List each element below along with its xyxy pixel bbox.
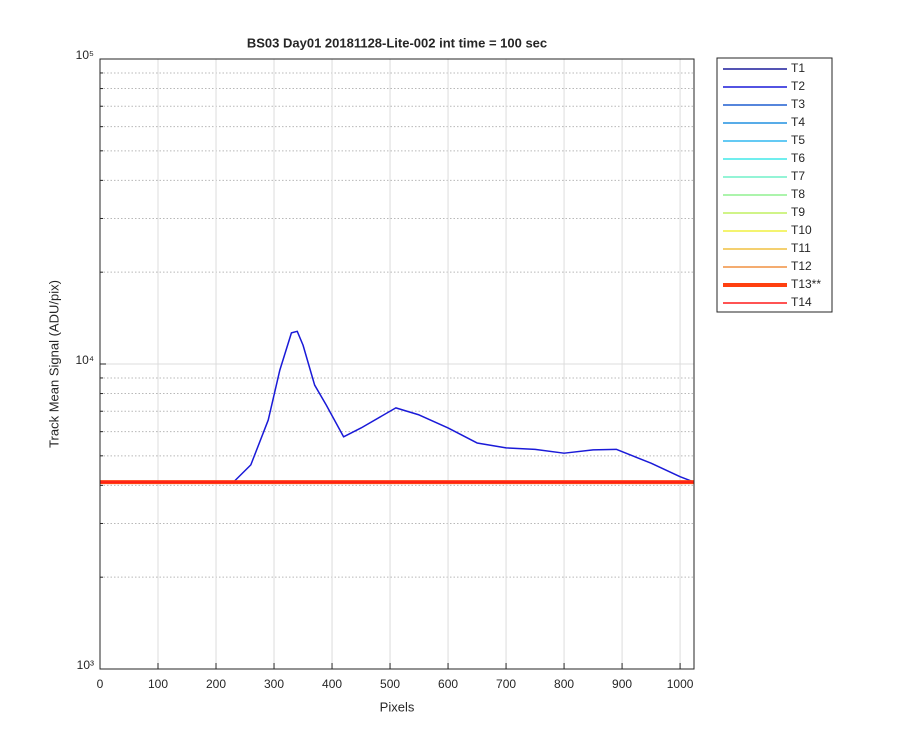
x-tick-label: 500 xyxy=(380,677,400,691)
y-axis-label: Track Mean Signal (ADU/pix) xyxy=(46,280,61,448)
x-tick-label: 200 xyxy=(206,677,226,691)
legend-label: T10 xyxy=(791,223,812,237)
x-tick-label: 400 xyxy=(322,677,342,691)
series-line xyxy=(100,330,695,483)
x-tick-label: 0 xyxy=(97,677,104,691)
legend-label: T12 xyxy=(791,259,812,273)
y-tick-label: 10⁵ xyxy=(76,48,94,62)
x-tick-label: 600 xyxy=(438,677,458,691)
legend-box xyxy=(716,57,833,313)
legend-label: T2 xyxy=(791,79,805,93)
legend-label: T8 xyxy=(791,187,805,201)
x-tick-label: 700 xyxy=(496,677,516,691)
legend-label: T1 xyxy=(791,61,805,75)
legend-label: T3 xyxy=(791,97,805,111)
legend-label: T6 xyxy=(791,151,805,165)
x-tick-label: 900 xyxy=(612,677,632,691)
legend-label: T13** xyxy=(791,277,821,291)
legend-label: T14 xyxy=(791,295,812,309)
x-tick-label: 800 xyxy=(554,677,574,691)
legend-label: T9 xyxy=(791,205,805,219)
y-tick-label: 10⁴ xyxy=(75,353,94,367)
x-tick-label: 1000 xyxy=(667,677,694,691)
legend-label: T5 xyxy=(791,133,805,147)
chart-title: BS03 Day01 20181128-Lite-002 int time = … xyxy=(247,35,547,50)
x-tick-label: 300 xyxy=(264,677,284,691)
legend-label: T7 xyxy=(791,169,805,183)
legend-label: T11 xyxy=(791,241,811,255)
plot-frame xyxy=(99,58,695,670)
x-tick-label: 100 xyxy=(148,677,168,691)
y-tick-label: 10³ xyxy=(77,658,94,672)
x-axis-label: Pixels xyxy=(380,699,415,714)
legend-label: T4 xyxy=(791,115,805,129)
